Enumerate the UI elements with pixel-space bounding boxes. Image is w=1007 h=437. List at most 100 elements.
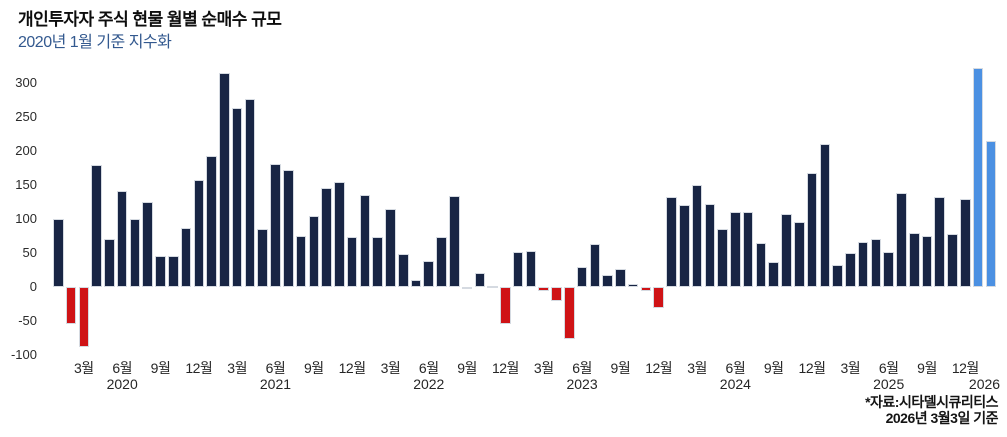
bar-2021-06 xyxy=(270,163,281,287)
year-label-2025: 2025 xyxy=(873,376,905,392)
bar-2024-07 xyxy=(742,211,754,287)
chart-title: 개인투자자 주식 현물 월별 순매수 규모 xyxy=(18,10,282,29)
bar-2022-04 xyxy=(397,254,409,287)
bar-2025-02 xyxy=(832,264,843,287)
year-label-2023: 2023 xyxy=(566,376,598,392)
x-axis-tick-2022-03: 3월 xyxy=(380,360,401,376)
x-axis-tick-2024-06: 6월 xyxy=(725,360,746,376)
x-axis-tick-2021-06: 6월 xyxy=(265,360,286,376)
x-axis-tick-2021-03: 3월 xyxy=(227,360,247,376)
x-axis-tick-2023-09: 9월 xyxy=(610,360,631,376)
bar-2020-04 xyxy=(91,164,102,287)
y-axis-tick--50: -50 xyxy=(18,313,37,328)
bar-2023-06 xyxy=(576,266,588,287)
bar-2022-09 xyxy=(461,287,473,290)
x-axis-tick-2022-09: 9월 xyxy=(457,360,477,376)
bar-2024-04 xyxy=(704,204,716,287)
bar-2024-02 xyxy=(678,205,690,287)
bar-2025-11 xyxy=(947,233,958,287)
x-axis-tick-2025-06: 6월 xyxy=(878,360,899,376)
year-label-2020: 2020 xyxy=(106,376,138,392)
y-axis-tick--100: -100 xyxy=(10,347,37,362)
bar-2022-05 xyxy=(410,280,422,287)
bar-2020-03 xyxy=(78,287,90,347)
bar-2020-06 xyxy=(116,191,128,287)
x-axis-tick-2020-06: 6월 xyxy=(112,360,132,376)
bar-2025-10 xyxy=(934,197,946,287)
bar-2025-04 xyxy=(857,242,869,287)
x-axis-tick-2023-12: 12월 xyxy=(645,360,673,376)
bar-2023-10 xyxy=(627,283,639,287)
bar-2022-02 xyxy=(372,236,383,287)
x-axis-tick-2022-12: 12월 xyxy=(491,360,519,376)
source-line-2: 2026년 3월3일 기준 xyxy=(885,410,999,426)
bar-2024-06 xyxy=(730,212,741,287)
source-line-1: *자료:시타델시큐리티스 xyxy=(865,394,998,410)
bar-2024-03 xyxy=(691,185,703,287)
y-axis-tick-50: 50 xyxy=(22,245,37,260)
x-axis-tick-2020-12: 12월 xyxy=(185,360,213,376)
x-axis-tick-2025-09: 9월 xyxy=(917,360,937,376)
bar-2022-12 xyxy=(500,287,511,324)
x-axis-tick-2024-03: 3월 xyxy=(687,360,707,376)
bar-2023-04 xyxy=(551,287,562,301)
bar-2020-08 xyxy=(142,202,154,287)
bar-2025-07 xyxy=(896,193,907,287)
bar-2024-10 xyxy=(781,214,792,287)
bar-2020-11 xyxy=(180,227,192,287)
x-axis-tick-2020-03: 3월 xyxy=(74,360,94,376)
bar-2026-02 xyxy=(985,140,997,287)
bar-2023-07 xyxy=(589,244,601,287)
year-label-2021: 2021 xyxy=(259,376,292,392)
x-axis-tick-2023-03: 3월 xyxy=(533,360,554,376)
bar-2022-01 xyxy=(359,194,371,287)
bar-2021-11 xyxy=(334,181,345,287)
bar-2025-03 xyxy=(845,253,856,287)
bar-2024-11 xyxy=(793,222,805,287)
bar-2022-06 xyxy=(423,261,435,287)
bar-2021-10 xyxy=(321,187,332,287)
bar-2025-05 xyxy=(870,239,882,287)
bar-2025-06 xyxy=(883,251,894,287)
year-label-2022: 2022 xyxy=(413,376,445,392)
bar-2024-01 xyxy=(666,197,677,287)
x-axis-tick-2023-06: 6월 xyxy=(572,360,592,376)
x-axis-tick-2025-03: 3월 xyxy=(840,360,861,376)
bar-2023-01 xyxy=(512,251,524,287)
bar-2020-05 xyxy=(104,239,115,287)
bar-2020-12 xyxy=(193,180,205,287)
bar-2023-08 xyxy=(602,274,613,287)
x-axis-tick-2021-12: 12월 xyxy=(338,360,366,376)
bar-2021-08 xyxy=(295,236,307,287)
bar-2024-12 xyxy=(806,172,818,287)
bar-2020-09 xyxy=(155,256,166,287)
bar-2021-02 xyxy=(219,72,230,287)
bar-2021-07 xyxy=(282,170,294,287)
y-axis-tick-200: 200 xyxy=(15,143,37,158)
bar-2024-05 xyxy=(717,229,728,287)
bar-2022-08 xyxy=(449,195,460,287)
bar-2021-03 xyxy=(231,108,243,287)
bar-2026-01 xyxy=(972,68,984,287)
bar-2025-12 xyxy=(960,198,971,287)
year-label-2026: 2026 xyxy=(968,376,1001,392)
bar-2023-05 xyxy=(564,287,575,340)
bar-2020-01 xyxy=(53,219,64,287)
bar-2022-10 xyxy=(474,272,486,287)
bar-2025-01 xyxy=(819,144,831,287)
bar-2023-02 xyxy=(525,250,537,287)
bar-2023-09 xyxy=(615,268,626,287)
chart-subtitle: 2020년 1월 기준 지수화 xyxy=(18,34,172,51)
y-axis-tick-0: 0 xyxy=(29,279,37,294)
bar-2023-03 xyxy=(538,287,550,292)
bar-2020-07 xyxy=(129,219,141,287)
bar-2021-09 xyxy=(308,216,320,287)
bar-2022-11 xyxy=(487,285,498,288)
bar-2024-09 xyxy=(768,261,779,287)
bar-2024-08 xyxy=(755,242,767,287)
x-axis-tick-2020-09: 9월 xyxy=(150,360,171,376)
bar-2021-04 xyxy=(244,98,256,287)
bar-2021-05 xyxy=(257,228,268,287)
bar-2020-02 xyxy=(65,287,77,325)
